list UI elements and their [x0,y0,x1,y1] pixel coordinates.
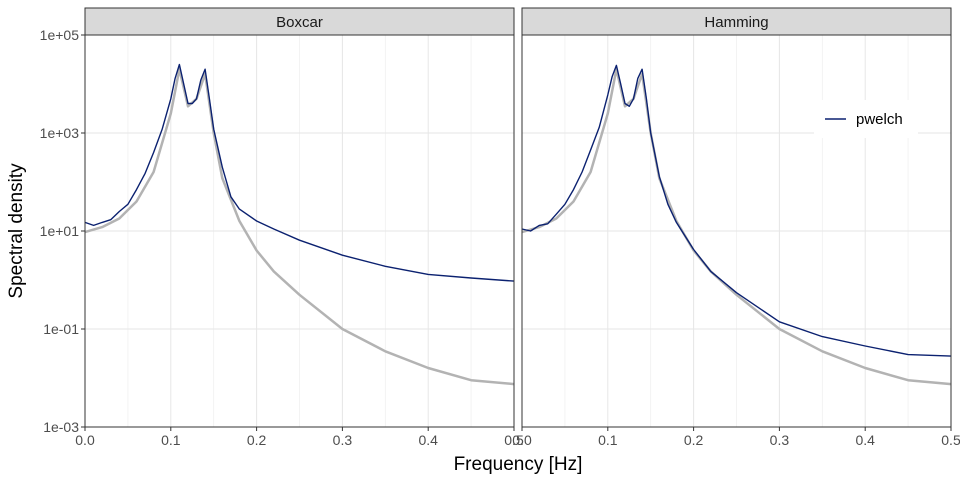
facet-strip [84,7,515,36]
y-tick-label: 1e+05 [40,27,80,43]
pwelch-line [84,63,515,282]
x-tick-label: 0.5 [504,432,524,448]
x-tick-label: 0.2 [247,432,267,448]
facet-strip-label: Hamming [704,14,768,31]
legend: pwelch [814,100,918,138]
x-tick-label: 0.5 [941,432,960,448]
x-tick-label: 0.4 [855,432,875,448]
x-tick-label: 0.3 [333,432,353,448]
facet-strip [521,7,952,36]
facet-strip-label: Boxcar [276,14,323,31]
x-tick-label: 0.1 [161,432,181,448]
y-tick-label: 1e+03 [40,125,80,141]
x-tick-label: 0.4 [418,432,438,448]
pwelch-line [521,64,952,357]
y-tick-label: 1e-01 [43,321,79,337]
y-tick-label: 1e+01 [40,223,80,239]
panel-border [521,34,952,428]
x-tick-label: 0.3 [770,432,790,448]
x-axis-title: Frequency [Hz] [454,454,583,475]
x-tick-label: 0.2 [684,432,704,448]
x-tick-label: 0.0 [75,432,95,448]
x-tick-label: 0.1 [598,432,618,448]
panel-boxcar: Boxcar 0.0 0.1 0.2 0.3 0.4 0.5 1e-03 1e-01 1e+01 1… [40,7,524,448]
y-axis-title: Spectral density [6,163,27,299]
legend-label: pwelch [856,111,903,128]
true-spectrum-line [84,67,515,386]
x-tick-label: 0.0 [512,432,532,448]
y-tick-label: 1e-03 [43,419,79,435]
